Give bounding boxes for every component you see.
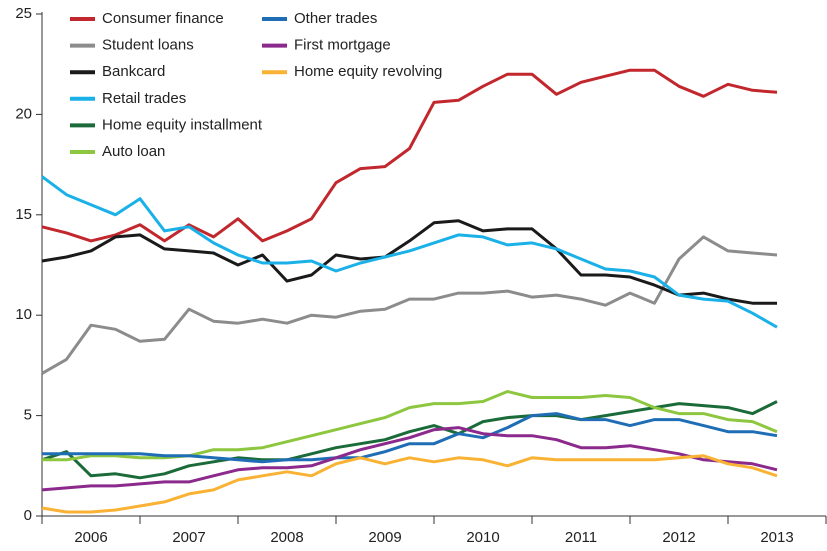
series-line: [41, 400, 778, 480]
y-tick-label: 0: [24, 507, 32, 524]
series-line: [41, 454, 778, 514]
series-line: [42, 412, 778, 464]
x-tick-label: 2008: [270, 529, 303, 546]
x-tick-label: 2009: [368, 529, 401, 546]
y-tick-label: 20: [15, 105, 32, 122]
series-line: [41, 426, 778, 492]
legend-label: Home equity installment: [102, 116, 263, 133]
legend-label: Bankcard: [102, 63, 165, 80]
legend-label: Auto loan: [102, 143, 165, 160]
series-line: [41, 235, 778, 375]
x-tick-label: 2006: [74, 529, 107, 546]
y-tick-label: 25: [15, 5, 32, 22]
series-line: [41, 219, 777, 305]
legend-label: Student loans: [102, 37, 194, 54]
series-line: [41, 175, 778, 329]
series-line: [41, 68, 778, 243]
x-tick-label: 2011: [565, 529, 597, 546]
legend-label: First mortgage: [294, 37, 391, 54]
legend-label: Consumer finance: [102, 10, 224, 27]
x-tick-label: 2012: [662, 529, 695, 546]
legend-label: Retail trades: [102, 90, 186, 107]
legend-label: Other trades: [294, 10, 377, 27]
y-tick-label: 15: [15, 206, 32, 223]
x-tick-label: 2013: [760, 529, 793, 546]
series-line: [42, 390, 778, 462]
x-tick-label: 2010: [466, 529, 499, 546]
y-tick-label: 5: [24, 407, 32, 424]
y-tick-label: 10: [15, 306, 32, 323]
legend-label: Home equity revolving: [294, 63, 442, 80]
x-tick-label: 2007: [172, 529, 205, 546]
